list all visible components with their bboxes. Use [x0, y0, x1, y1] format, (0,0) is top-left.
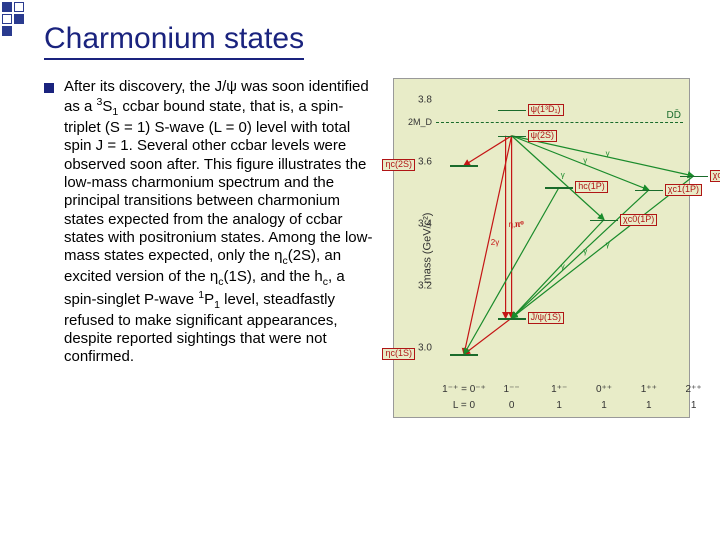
transition-arrow: [512, 220, 604, 318]
transition-label: γ: [583, 156, 587, 165]
state-level: [498, 136, 526, 138]
corner-decoration: [0, 0, 26, 40]
transition-label: γ: [606, 240, 610, 249]
transition-arrow: [512, 176, 694, 318]
x-tick-upper: 1⁺⁻: [551, 384, 567, 395]
state-level: [545, 187, 573, 189]
state-label: hc(1P): [575, 181, 608, 193]
transition-arrow: [512, 190, 649, 318]
state-level: [590, 220, 618, 222]
x-tick-upper: 2⁺⁺: [686, 384, 702, 395]
state-label: ψ(1³D₁): [528, 104, 564, 116]
state-level: [450, 354, 478, 356]
transition-label: η,π⁰: [509, 220, 524, 229]
state-label: ψ(2S): [528, 130, 557, 142]
charmonium-chart: mass (GeV/c²) 3.03.23.43.63.82M_D 1⁻⁺ = …: [393, 78, 690, 418]
x-tick-lower: 0: [509, 400, 515, 411]
x-tick-lower: 1: [646, 400, 652, 411]
x-tick-lower: L = 0: [453, 400, 475, 411]
slide-title: Charmonium states: [44, 22, 304, 60]
dd-label: DD̄: [667, 110, 681, 121]
y-tick: 3.6: [418, 157, 432, 168]
x-tick-upper: 0⁺⁺: [596, 384, 612, 395]
y-tick: 3.2: [418, 281, 432, 292]
transition-arrow: [512, 136, 604, 220]
transition-label: γ: [606, 149, 610, 158]
text-column: After its discovery, the J/ψ was soon id…: [44, 78, 379, 366]
state-label: χc1(1P): [665, 184, 702, 196]
transition-label: γ: [561, 171, 565, 180]
y-tick: 3.4: [418, 219, 432, 230]
y-tick: 3.8: [418, 95, 432, 106]
state-level: [450, 165, 478, 167]
two-md-label: 2M_D: [408, 117, 432, 127]
transition-label: γ: [583, 247, 587, 256]
y-tick: 3.0: [418, 343, 432, 354]
transition-arrow: [464, 136, 512, 354]
bullet-icon: [44, 83, 54, 93]
state-level: [680, 176, 708, 178]
transition-arrow: [464, 136, 512, 166]
body-paragraph: After its discovery, the J/ψ was soon id…: [64, 78, 379, 366]
x-tick-upper: 1⁻⁻: [504, 384, 520, 395]
content-row: After its discovery, the J/ψ was soon id…: [44, 78, 690, 418]
state-label: χc0(1P): [620, 214, 657, 226]
x-tick-lower: 1: [556, 400, 562, 411]
state-label: J/ψ(1S): [528, 312, 564, 324]
dd-threshold-line: [436, 122, 683, 123]
state-level: [498, 110, 526, 112]
chart-column: mass (GeV/c²) 3.03.23.43.63.82M_D 1⁻⁺ = …: [393, 78, 690, 418]
state-label: ηc(1S): [382, 348, 415, 360]
state-label: ηc(2S): [382, 159, 415, 171]
x-tick-upper: 1⁺⁺: [641, 384, 657, 395]
x-tick-upper: 1⁻⁺ = 0⁻⁺: [442, 384, 486, 395]
transitions-svg: π⁰η,π⁰2γγγγγγγ: [436, 85, 683, 377]
state-label: χc2(1P): [710, 170, 720, 182]
x-tick-lower: 1: [601, 400, 607, 411]
slide: Charmonium states After its discovery, t…: [0, 0, 720, 438]
plot-area: π⁰η,π⁰2γγγγγγγ ηc(1S)J/ψ(1S)ηc(2S)ψ(2S)ψ…: [436, 85, 683, 377]
transition-label: 2γ: [491, 238, 499, 247]
state-level: [635, 190, 663, 192]
x-tick-lower: 1: [691, 400, 697, 411]
state-level: [498, 318, 526, 320]
transition-arrow: [512, 136, 694, 176]
